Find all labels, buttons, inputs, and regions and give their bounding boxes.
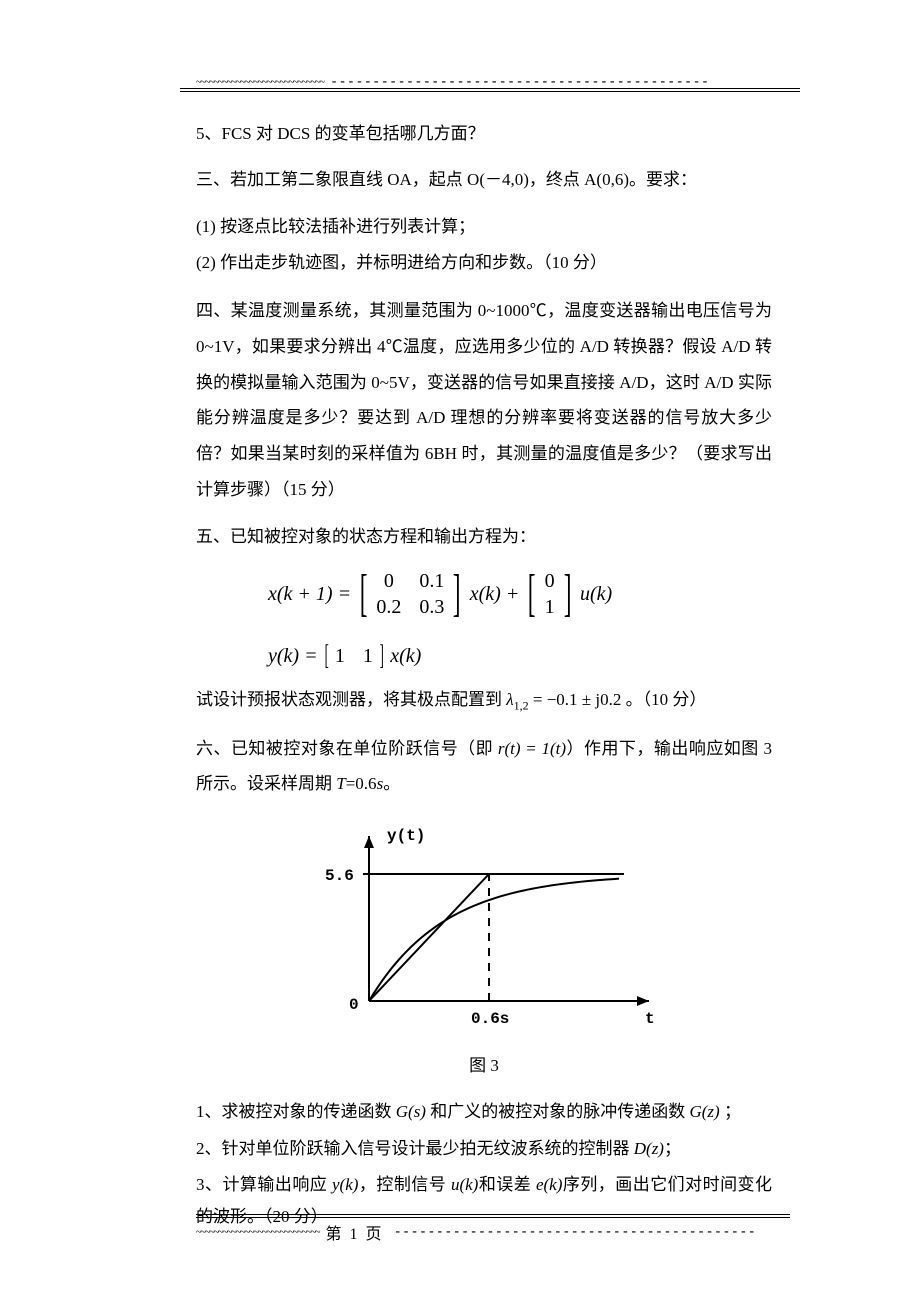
bracket-left-icon: [ (528, 572, 536, 616)
eq1-tail: u(k) (580, 580, 612, 608)
page-number: 第 1 页 (325, 1220, 381, 1244)
question-3-item1: (1) 按逐点比较法插补进行列表计算； (196, 211, 772, 243)
q6-2a: 2、针对单位阶跃输入信号设计最少拍无纹波系统的控制器 (196, 1139, 634, 1158)
lambda-sub: 1,2 (514, 698, 529, 712)
q6-3b: ，控制信号 (358, 1175, 451, 1194)
q6-uk: u(k) (451, 1175, 478, 1194)
figure-3-caption: 图 3 (196, 1050, 772, 1082)
q6-Tval: =0.6 (346, 774, 377, 793)
figure-3: y(t) t 5.6 0 0.6s (196, 816, 772, 1046)
q6-1b: 和广义的被控对象的脉冲传递函数 (426, 1102, 690, 1121)
q6-intro-a: 六、已知被控对象在单位阶跃信号（即 (196, 739, 498, 758)
A-10: 0.2 (376, 593, 401, 621)
question-5: 5、FCS 对 DCS 的变革包括哪几方面？ (196, 118, 772, 150)
matrix-C: 1 1 (335, 645, 373, 667)
question-5b-outro: 试设计预报状态观测器，将其极点配置到 λ1,2 = −0.1 ± j0.2 。（… (196, 684, 772, 717)
bracket-right-icon: ] (563, 572, 571, 616)
lambda-value: = −0.1 ± j0.2 (533, 690, 621, 709)
B-1: 1 (545, 593, 555, 621)
svg-text:y(t): y(t) (387, 827, 425, 845)
q6-ek: e(k) (536, 1175, 562, 1194)
content: 5、FCS 对 DCS 的变革包括哪几方面？ 三、若加工第二象限直线 OA，起点… (196, 118, 772, 1248)
svg-text:0: 0 (349, 996, 359, 1014)
q6-yk: y(k) (332, 1175, 358, 1194)
q6-2b: ； (664, 1139, 681, 1158)
C-1: 1 (363, 642, 373, 670)
page: ~~~~~~~~~~~~~~~~~~~~~~~~~~~~~ ----------… (0, 0, 920, 1302)
q6-3c: 和误差 (478, 1175, 536, 1194)
footer-double-rule (196, 1214, 790, 1218)
eq1-lhs: x(k + 1) = (268, 580, 351, 608)
equation-state: x(k + 1) = [ 0 0.1 0.2 0.3 ] x(k) + [ 0 … (268, 568, 772, 670)
bracket-right-icon: ] (453, 572, 461, 616)
question-6-item2: 2、针对单位阶跃输入信号设计最少拍无纹波系统的控制器 D(z)； (196, 1133, 772, 1165)
q6-Gz: G(z) (689, 1102, 719, 1121)
A-00: 0 (376, 567, 401, 595)
eq2-lhs: y(k) = (268, 642, 318, 670)
q6-1c: ； (720, 1102, 741, 1121)
question-6-item1: 1、求被控对象的传递函数 G(s) 和广义的被控对象的脉冲传递函数 G(z) ； (196, 1096, 772, 1128)
A-11: 0.3 (419, 593, 444, 621)
matrix-B: 0 1 (545, 568, 555, 620)
q5b-outro-a: 试设计预报状态观测器，将其极点配置到 (196, 690, 502, 709)
lambda-symbol: λ (506, 690, 513, 709)
C-0: 1 (335, 642, 345, 670)
question-5b-intro: 五、已知被控对象的状态方程和输出方程为： (196, 521, 772, 553)
question-3-intro: 三、若加工第二象限直线 OA，起点 O(－4,0)，终点 A(0,6)。要求： (196, 164, 772, 196)
matrix-A: 0 0.1 0.2 0.3 (376, 568, 444, 620)
svg-text:t: t (645, 1010, 655, 1028)
q6-T: T (336, 774, 345, 793)
question-4: 四、某温度测量系统，其测量范围为 0~1000℃，温度变送器输出电压信号为 0~… (196, 293, 772, 507)
footer-dashes: ----------------------------------------… (394, 1224, 756, 1240)
q6-Gs: G(s) (396, 1102, 426, 1121)
eq1-mid: x(k) + (470, 580, 520, 608)
q6-1a: 1、求被控对象的传递函数 (196, 1102, 396, 1121)
eq2-tail: x(k) (390, 642, 421, 670)
step-response-chart: y(t) t 5.6 0 0.6s (299, 816, 669, 1046)
footer-tildes: ~~~~~~~~~~~~~~~~~~~~~~~~~~~~ (196, 1227, 319, 1238)
svg-text:5.6: 5.6 (325, 867, 354, 885)
q6-Dz: D(z) (634, 1139, 664, 1158)
svg-text:0.6s: 0.6s (471, 1010, 509, 1028)
footer: ~~~~~~~~~~~~~~~~~~~~~~~~~~~~ 第 1 页 -----… (196, 1214, 790, 1244)
q6-3a: 3、计算输出响应 (196, 1175, 332, 1194)
header-tildes: ~~~~~~~~~~~~~~~~~~~~~~~~~~~~~ (196, 77, 324, 88)
q5b-outro-b: 。（10 分） (626, 690, 707, 709)
bracket-left-icon: [ (324, 644, 328, 668)
question-3-item2: (2) 作出走步轨迹图，并标明进给方向和步数。（10 分） (196, 247, 772, 279)
q6-rt: r(t) = 1(t) (498, 739, 566, 758)
header-double-rule (180, 88, 800, 92)
B-0: 0 (545, 567, 555, 595)
question-6-intro: 六、已知被控对象在单位阶跃信号（即 r(t) = 1(t)）作用下，输出响应如图… (196, 731, 772, 802)
bracket-left-icon: [ (360, 572, 368, 616)
q6-period: 。 (383, 774, 400, 793)
bracket-right-icon: ] (379, 644, 383, 668)
A-01: 0.1 (419, 567, 444, 595)
